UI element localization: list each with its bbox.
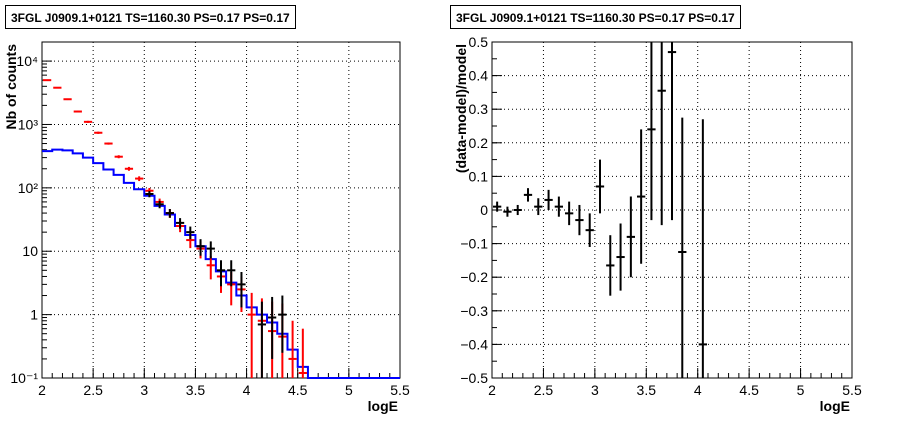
y-tick-label: 10⁴ [16, 53, 38, 69]
x-tick-label: 5 [797, 382, 805, 398]
x-tick-label: 2.5 [83, 382, 103, 398]
x-tick-label: 3.5 [186, 382, 206, 398]
x-tick-label: 3 [140, 382, 148, 398]
y-tick-label: −0.5 [460, 370, 488, 386]
x-tick-label: 4.5 [739, 382, 759, 398]
y-tick-label: 0.2 [469, 135, 489, 151]
y-tick-label: −0.3 [460, 303, 488, 319]
y-tick-label: 10⁻¹ [10, 370, 38, 386]
y-tick-label: 0 [480, 202, 488, 218]
x-tick-label: 4 [243, 382, 251, 398]
y-tick-label: −0.4 [460, 336, 488, 352]
x-tick-label: 2 [38, 382, 46, 398]
plot-frame [41, 41, 401, 379]
y-tick-label: 10³ [18, 116, 39, 132]
x-axis-label: logE [820, 398, 850, 414]
x-tick-label: 2.5 [534, 382, 554, 398]
x-tick-label: 5 [345, 382, 353, 398]
x-tick-label: 5.5 [842, 382, 862, 398]
y-tick-label: −0.1 [460, 236, 488, 252]
y-tick-label: 10² [18, 180, 39, 196]
left-chart: 2 2.5 3 3.5 4 4.5 5 5.5 10⁻¹ 1 10 10² 10³ 10⁴ logE Nb o… [3, 41, 410, 414]
x-tick-label: 3 [591, 382, 599, 398]
y-axis-label: (data-model)/model [453, 44, 469, 173]
y-axis-label: Nb of counts [3, 44, 19, 130]
x-tick-label: 3.5 [637, 382, 657, 398]
x-tick-label: 4 [694, 382, 702, 398]
x-tick-label: 2 [488, 382, 496, 398]
right-chart-title: 3FGL J0909.1+0121 TS=1160.30 PS=0.17 PS=… [450, 5, 741, 29]
y-tick-label: 0.5 [469, 34, 489, 50]
left-chart-title: 3FGL J0909.1+0121 TS=1160.30 PS=0.17 PS=… [5, 5, 296, 29]
y-tick-label: 0.3 [469, 101, 489, 117]
y-tick-label: 0.4 [469, 68, 489, 84]
x-tick-label: 5.5 [390, 382, 410, 398]
y-tick-label: 10 [22, 243, 38, 259]
y-tick-label: 1 [30, 307, 38, 323]
x-tick-label: 4.5 [288, 382, 308, 398]
y-tick-label: 0.1 [469, 168, 489, 184]
x-axis-label: logE [368, 398, 398, 414]
right-chart: 2 2.5 3 3.5 4 4.5 5 5.5 −0.5 −0.4 −0.3 −0.2 −0.1 0 0.1… [453, 34, 862, 414]
y-tick-label: −0.2 [460, 269, 488, 285]
